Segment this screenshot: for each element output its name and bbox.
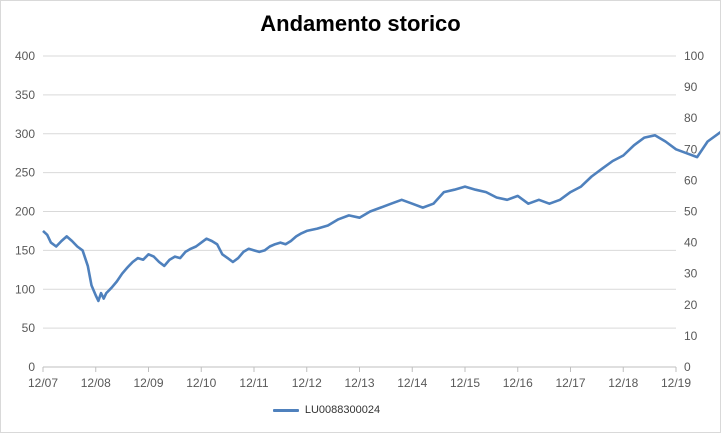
y-right-tick-label: 10 [684, 329, 698, 343]
y-right-tick-label: 100 [684, 49, 704, 63]
y-left-tick-label: 350 [15, 88, 35, 102]
x-tick-label: 12/16 [503, 376, 533, 390]
x-tick-label: 12/17 [555, 376, 585, 390]
x-tick-label: 12/15 [450, 376, 480, 390]
y-right-tick-label: 80 [684, 111, 698, 125]
chart-title: Andamento storico [260, 11, 461, 36]
y-left-tick-label: 0 [28, 360, 35, 374]
legend-item-series-1: LU0088300024 [272, 404, 381, 416]
legend-swatch-series-1 [272, 408, 299, 412]
x-tick-label: 12/18 [608, 376, 638, 390]
x-tick-label: 12/13 [344, 376, 374, 390]
plot-area: 0501001502002503003504000102030405060708… [15, 49, 720, 390]
y-left-tick-label: 250 [15, 166, 35, 180]
y-left-tick-label: 50 [22, 321, 36, 335]
x-tick-label: 12/10 [186, 376, 216, 390]
legend-swatch-series-2 [416, 409, 442, 412]
y-right-tick-label: 40 [684, 236, 698, 250]
x-tick-label: 12/09 [133, 376, 163, 390]
x-tick-label: 12/14 [397, 376, 427, 390]
x-tick-label: 12/11 [239, 376, 268, 390]
y-right-tick-label: 30 [684, 267, 698, 281]
y-left-tick-label: 200 [15, 205, 35, 219]
legend-item-series-2 [416, 404, 448, 416]
y-left-tick-label: 150 [15, 243, 35, 257]
legend: LU0088300024 [1, 404, 720, 416]
series-line-1 [42, 130, 720, 303]
y-right-tick-label: 20 [684, 298, 698, 312]
x-tick-label: 12/19 [661, 376, 691, 390]
y-left-tick-label: 300 [15, 127, 35, 141]
x-tick-label: 12/07 [28, 376, 58, 390]
y-left-tick-label: 400 [15, 49, 35, 63]
y-right-tick-label: 60 [684, 173, 698, 187]
x-tick-label: 12/08 [81, 376, 111, 390]
y-left-tick-label: 100 [15, 282, 35, 296]
y-right-tick-label: 50 [684, 205, 698, 219]
y-right-tick-label: 90 [684, 80, 698, 94]
x-tick-label: 12/12 [292, 376, 322, 390]
y-right-tick-label: 0 [684, 360, 691, 374]
legend-label-series-1: LU0088300024 [304, 404, 381, 416]
